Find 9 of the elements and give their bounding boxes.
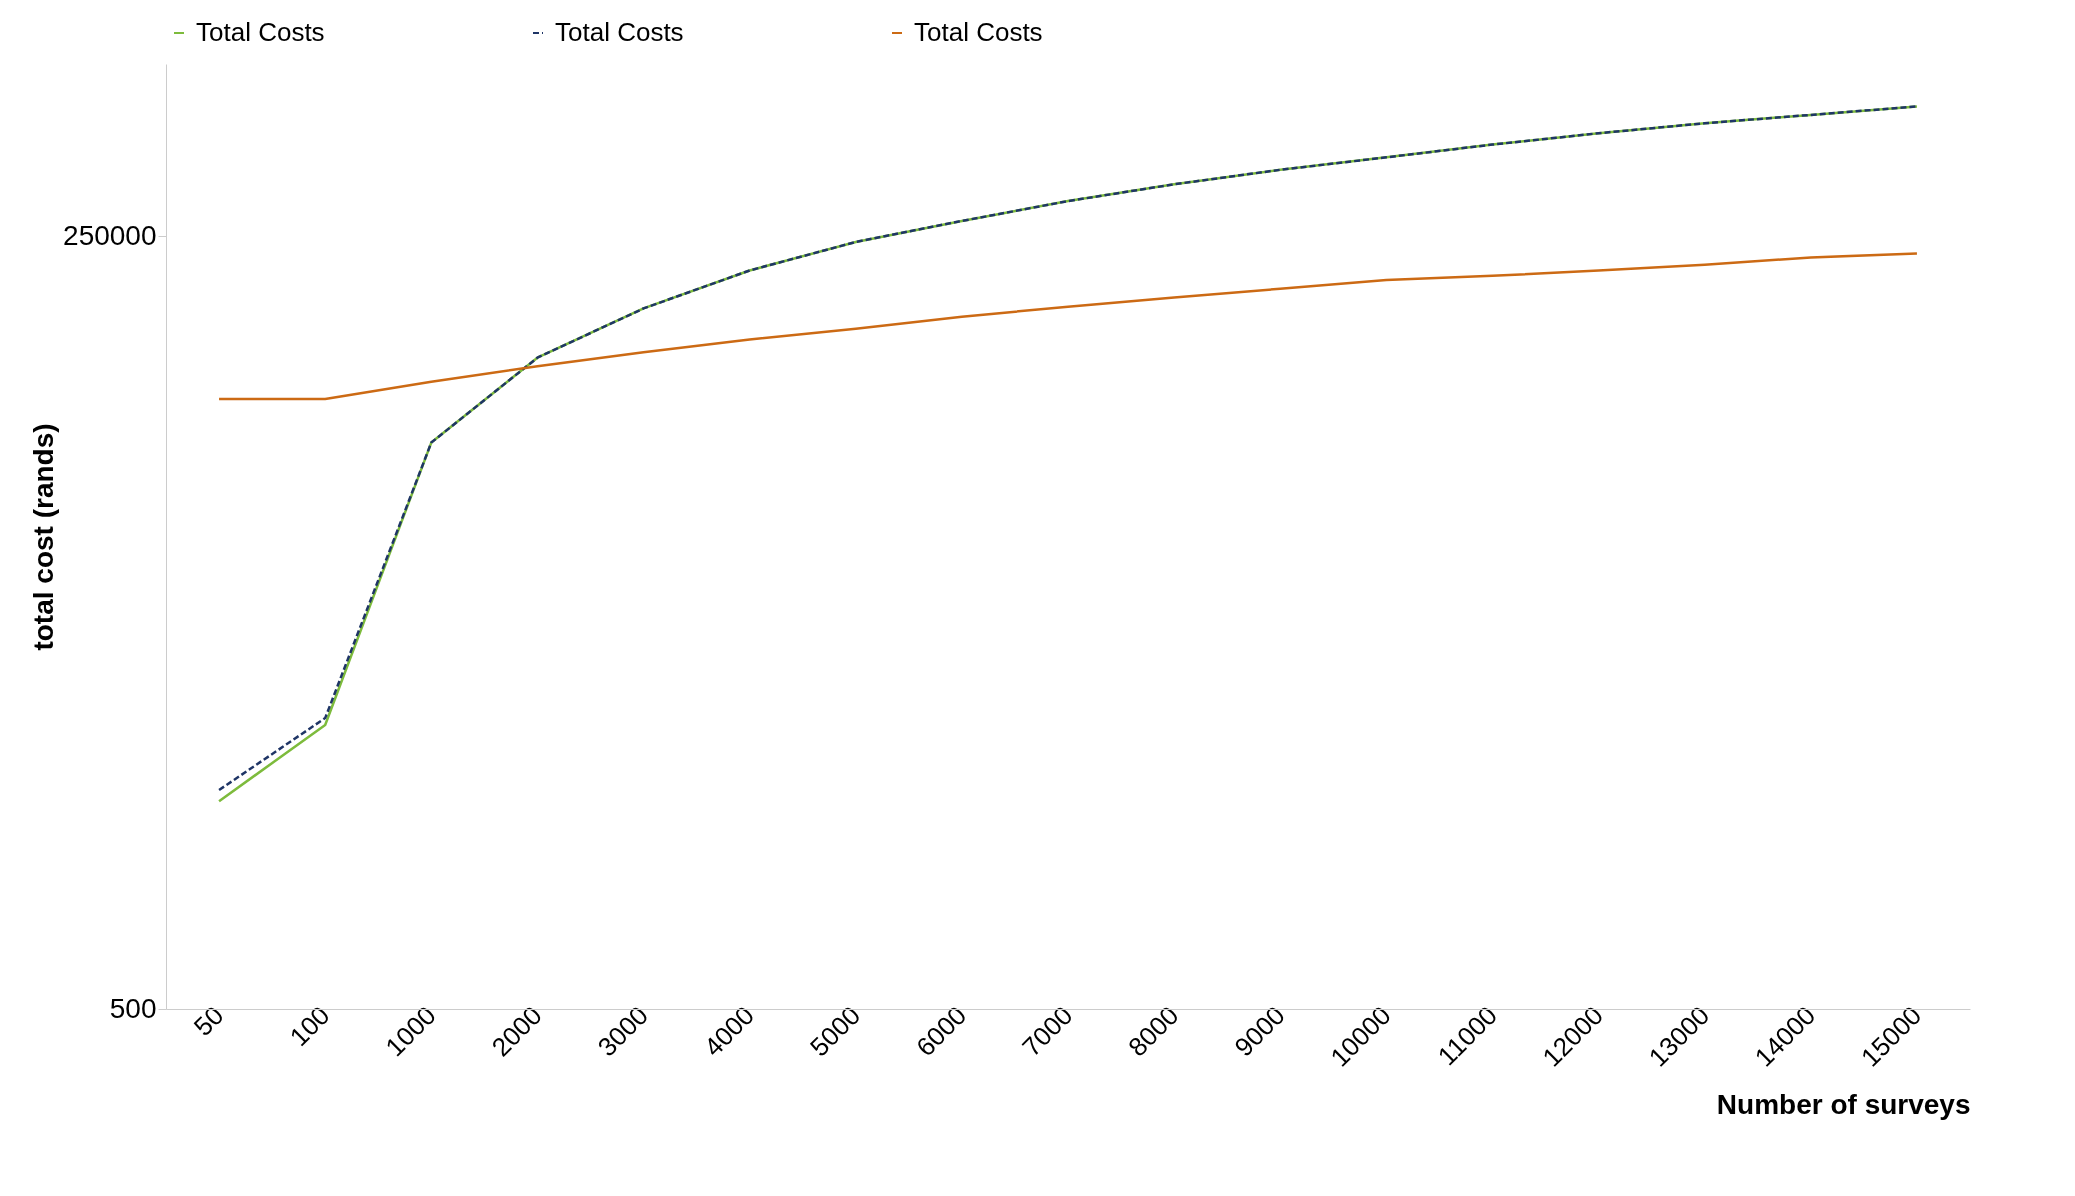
y-tick-label: 250000 xyxy=(63,219,157,251)
x-axis-title: Number of surveys xyxy=(1716,1088,1971,1120)
legend-label: Total Costs xyxy=(555,17,684,47)
y-tick-label: 500 xyxy=(109,992,157,1024)
legend-label: Total Costs xyxy=(196,17,325,47)
x-tick-label: 100 xyxy=(283,1000,336,1053)
legend-label: Total Costs xyxy=(914,17,1043,47)
y-axis-title: total cost (rands) xyxy=(28,423,60,651)
x-tick-label: 50 xyxy=(187,1000,230,1042)
